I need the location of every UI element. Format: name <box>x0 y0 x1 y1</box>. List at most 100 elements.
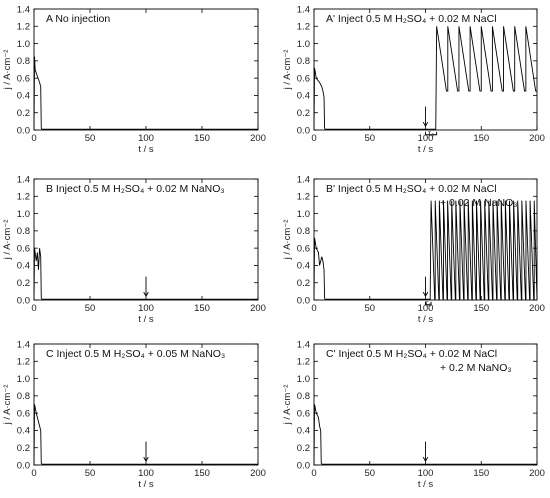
y-axis-label: j / A·cm⁻² <box>282 385 293 426</box>
y-tick-label: 0.8 <box>297 56 310 67</box>
x-axis-label: t / s <box>418 314 434 325</box>
y-tick-label: 1.2 <box>297 22 310 33</box>
current-trace <box>33 248 258 301</box>
y-tick-label: 1.2 <box>17 357 30 368</box>
y-tick-label: 1.4 <box>297 174 310 185</box>
y-tick-label: 0.6 <box>297 408 310 419</box>
panel-title: C Inject 0.5 M H₂SO₄ + 0.05 M NaNO₃ <box>46 348 225 360</box>
y-tick-label: 1.0 <box>17 209 30 220</box>
x-tick-label: 0 <box>31 468 36 479</box>
x-axis-label: t / s <box>138 314 154 325</box>
x-tick-label: 0 <box>311 133 316 144</box>
y-tick-label: 0.8 <box>17 226 30 237</box>
x-tick-label: 200 <box>250 303 266 314</box>
x-tick-label: 50 <box>364 468 375 479</box>
x-axis-label: t / s <box>138 144 154 155</box>
y-axis-label: j / A·cm⁻² <box>2 220 13 261</box>
induction-bracket <box>425 131 438 136</box>
y-tick-label: 0.0 <box>297 125 310 136</box>
injection-arrowhead <box>422 291 429 298</box>
y-tick-label: 1.0 <box>17 39 30 50</box>
y-tick-label: 0.0 <box>17 295 30 306</box>
panel-C-prime: 0.0 0.2 0.4 0.6 0.8 1.0 1.2 1.4 0 50 100 150 200 t / … <box>282 339 545 490</box>
panel-title-line2: + 0.2 M NaNO₃ <box>440 362 512 374</box>
induction-bracket <box>425 301 432 306</box>
x-tick-label: 100 <box>418 468 434 479</box>
y-tick-label: 1.2 <box>297 192 310 203</box>
injection-arrowhead <box>143 291 149 298</box>
y-axis-label: j / A·cm⁻² <box>282 220 293 261</box>
y-tick-label: 0.4 <box>297 261 310 272</box>
y-tick-label: 0.6 <box>17 73 30 84</box>
x-tick-label: 200 <box>250 133 266 144</box>
y-axis-label: j / A·cm⁻² <box>2 385 13 426</box>
y-tick-label: 0.2 <box>297 443 310 454</box>
tau-label: τ₀ <box>425 299 431 308</box>
y-tick-label: 1.2 <box>17 192 30 203</box>
plot-frame <box>33 8 259 131</box>
x-tick-label: 50 <box>364 303 375 314</box>
x-tick-label: 200 <box>529 468 545 479</box>
y-tick-label: 0.8 <box>17 56 30 67</box>
panel-A: 0.0 0.2 0.4 0.6 0.8 1.0 1.2 1.4 0 50 100 150 200 t / … <box>2 4 266 155</box>
x-tick-label: 0 <box>311 303 316 314</box>
current-trace <box>33 404 258 466</box>
y-tick-label: 0.4 <box>297 91 310 102</box>
y-tick-label: 1.4 <box>297 339 310 350</box>
x-tick-label: 150 <box>473 303 489 314</box>
x-tick-label: 50 <box>364 133 375 144</box>
y-tick-label: 0.2 <box>297 108 310 119</box>
y-tick-label: 1.4 <box>297 4 310 15</box>
y-axis-label: j / A·cm⁻² <box>282 50 293 91</box>
x-tick-label: 100 <box>418 133 434 144</box>
panel-A-prime: 0.0 0.2 0.4 0.6 0.8 1.0 1.2 1.4 0 50 100 150 200 t / … <box>282 4 545 155</box>
x-tick-label: 50 <box>85 133 96 144</box>
y-tick-label: 1.0 <box>17 374 30 385</box>
x-tick-label: 0 <box>31 303 36 314</box>
panel-B-prime: 0.0 0.2 0.4 0.6 0.8 1.0 1.2 1.4 0 50 100 150 200 t / … <box>282 174 545 325</box>
y-tick-label: 0.4 <box>17 426 30 437</box>
y-tick-label: 0.6 <box>17 408 30 419</box>
x-tick-label: 200 <box>250 468 266 479</box>
y-tick-label: 0.2 <box>297 278 310 289</box>
y-tick-label: 0.2 <box>17 108 30 119</box>
y-tick-label: 0.6 <box>297 243 310 254</box>
x-axis-label: t / s <box>138 479 154 490</box>
y-tick-label: 0.8 <box>297 226 310 237</box>
panel-title: B Inject 0.5 M H₂SO₄ + 0.02 M NaNO₃ <box>46 183 225 195</box>
tau-label: τ₀ <box>428 129 434 138</box>
x-tick-label: 50 <box>85 468 96 479</box>
injection-arrowhead <box>143 456 149 463</box>
current-trace <box>33 56 258 131</box>
y-tick-label: 0.0 <box>17 125 30 136</box>
y-tick-label: 1.4 <box>17 339 30 350</box>
panel-C: 0.0 0.2 0.4 0.6 0.8 1.0 1.2 1.4 0 50 100 150 200 t / … <box>2 339 266 490</box>
panel-title: C' Inject 0.5 M H₂SO₄ + 0.02 M NaCl <box>326 348 497 360</box>
x-tick-label: 100 <box>138 303 154 314</box>
x-tick-label: 100 <box>138 468 154 479</box>
panel-B: 0.0 0.2 0.4 0.6 0.8 1.0 1.2 1.4 0 50 100 150 200 t / … <box>2 174 266 325</box>
panel-title: A No injection <box>46 13 110 25</box>
y-tick-label: 0.8 <box>297 391 310 402</box>
y-tick-label: 1.0 <box>297 39 310 50</box>
current-trace <box>313 26 537 131</box>
panel-title: A' Inject 0.5 M H₂SO₄ + 0.02 M NaCl <box>326 13 497 25</box>
x-tick-label: 0 <box>31 133 36 144</box>
x-tick-label: 50 <box>85 303 96 314</box>
y-axis-label: j / A·cm⁻² <box>2 50 13 91</box>
panel-title-line2: + 0.02 M NaNO₃ <box>440 197 518 209</box>
y-tick-label: 0.0 <box>297 460 310 471</box>
x-tick-label: 200 <box>529 133 545 144</box>
x-tick-label: 0 <box>311 468 316 479</box>
x-axis-label: t / s <box>418 479 434 490</box>
y-tick-label: 0.4 <box>297 426 310 437</box>
y-tick-label: 0.0 <box>297 295 310 306</box>
y-tick-label: 1.2 <box>297 357 310 368</box>
y-tick-label: 1.4 <box>17 4 30 15</box>
y-tick-label: 0.4 <box>17 91 30 102</box>
x-axis-label: t / s <box>418 144 434 155</box>
y-tick-label: 1.0 <box>297 209 310 220</box>
y-tick-label: 0.0 <box>17 460 30 471</box>
y-tick-label: 0.6 <box>297 73 310 84</box>
